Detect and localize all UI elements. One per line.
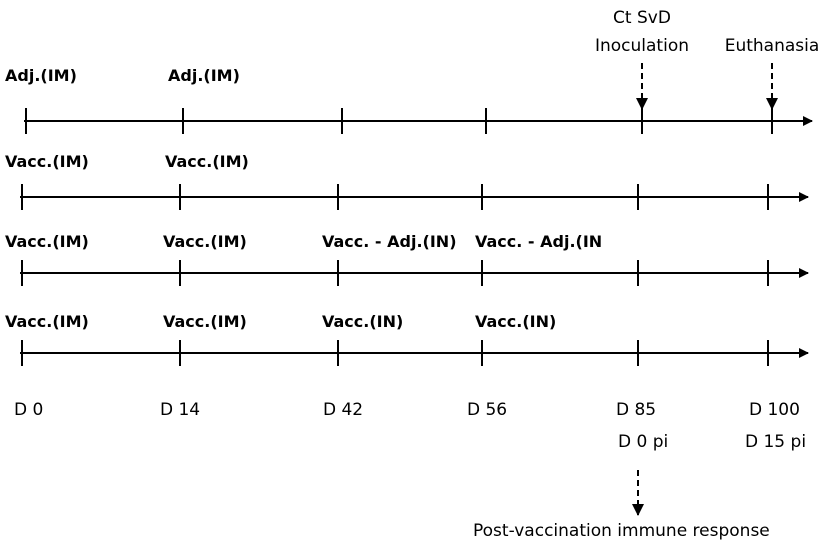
euthanasia-label: Euthanasia bbox=[724, 36, 820, 56]
pi-label-d15: D 15 pi bbox=[745, 432, 807, 452]
row3-label-d0: Vacc.(IM) bbox=[5, 232, 89, 251]
day-label-d85: D 85 bbox=[616, 400, 657, 420]
row2-label-d0: Vacc.(IM) bbox=[5, 152, 89, 171]
inoculation-label-line1: Ct SvD bbox=[613, 8, 671, 28]
pi-label-d0: D 0 pi bbox=[618, 432, 669, 452]
row3-label-d14: Vacc.(IM) bbox=[163, 232, 247, 251]
row3-label-d42: Vacc. - Adj.(IN) bbox=[322, 232, 457, 251]
post-vaccination-note: Post-vaccination immune response bbox=[473, 521, 770, 541]
timeline-row-2 bbox=[20, 184, 809, 210]
row4-label-d14: Vacc.(IM) bbox=[163, 312, 247, 331]
timeline-row-4 bbox=[20, 340, 809, 366]
row1-label-d0: Adj.(IM) bbox=[5, 66, 77, 85]
row1-label-d14: Adj.(IM) bbox=[168, 66, 240, 85]
day-label-d56: D 56 bbox=[467, 400, 508, 420]
row2-label-d14: Vacc.(IM) bbox=[165, 152, 249, 171]
row4-label-d42: Vacc.(IN) bbox=[322, 312, 404, 331]
timeline-row-3 bbox=[20, 260, 809, 286]
day-label-d42: D 42 bbox=[323, 400, 364, 420]
timeline-row-1 bbox=[24, 108, 813, 134]
day-label-d0: D 0 bbox=[14, 400, 44, 420]
inoculation-label-line2: Inoculation bbox=[594, 36, 689, 56]
row3-label-d56: Vacc. - Adj.(IN bbox=[475, 232, 603, 251]
day-label-d14: D 14 bbox=[160, 400, 201, 420]
day-label-d100: D 100 bbox=[749, 400, 800, 420]
row4-label-d0: Vacc.(IM) bbox=[5, 312, 89, 331]
row4-label-d56: Vacc.(IN) bbox=[475, 312, 557, 331]
